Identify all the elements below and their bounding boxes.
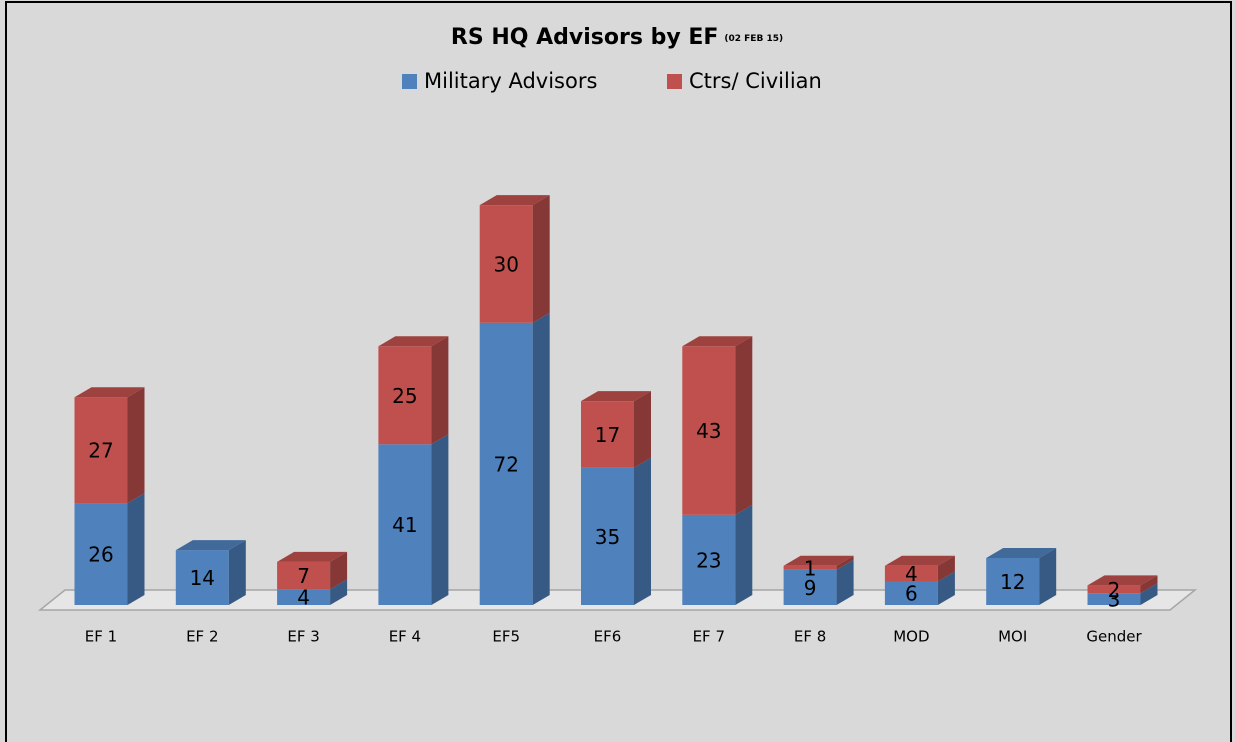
bar — [277, 589, 331, 605]
title: RS HQ Advisors by EF — [451, 25, 719, 50]
value-label: 4 — [297, 586, 310, 610]
value-label: 30 — [493, 252, 518, 276]
bar — [1087, 585, 1141, 594]
x-tick-label: MOI — [998, 628, 1027, 646]
bar-side — [1039, 547, 1057, 605]
bar — [884, 581, 938, 605]
x-tick-label: EF5 — [492, 628, 520, 646]
bar — [986, 557, 1040, 605]
bar-top — [1087, 575, 1158, 586]
value-label: 23 — [696, 548, 721, 572]
x-tick-label: MOD — [893, 628, 929, 646]
bar — [277, 561, 331, 590]
bar-side — [1140, 583, 1158, 605]
bar — [479, 322, 533, 605]
value-label: 12 — [1000, 570, 1025, 594]
bar-side — [431, 336, 449, 445]
bar-top — [175, 540, 246, 551]
bar-side — [937, 571, 955, 605]
value-label: 2 — [1108, 578, 1121, 602]
bar-side — [836, 555, 854, 570]
value-label: 1 — [804, 556, 817, 580]
bar-top — [682, 336, 753, 347]
x-tick-label: Gender — [1086, 628, 1142, 646]
chart-title: RS HQ Advisors by EF (02 FEB 15) — [451, 25, 783, 50]
bar — [175, 550, 229, 605]
bar-top — [581, 391, 651, 402]
value-label: 43 — [696, 419, 721, 443]
x-tick-label: EF 4 — [389, 628, 421, 646]
bar-side — [228, 540, 246, 605]
bar-top — [74, 387, 145, 398]
bar-side — [937, 555, 955, 582]
value-label: 7 — [297, 564, 310, 588]
bar — [378, 346, 432, 445]
bar-side — [634, 391, 651, 468]
bar-side — [836, 559, 854, 605]
bar-top — [986, 547, 1057, 558]
frame — [5, 1, 1232, 742]
bar-side — [431, 434, 449, 605]
value-label: 4 — [905, 562, 918, 586]
bar-side — [127, 387, 145, 504]
legend-swatch — [402, 74, 417, 89]
legend-label: Military Advisors — [424, 69, 597, 93]
value-label: 26 — [88, 543, 113, 567]
subtitle: (02 FEB 15) — [724, 34, 783, 44]
bar — [884, 565, 938, 582]
bar-side — [1140, 575, 1158, 594]
legend-label: Ctrs/ Civilian — [689, 69, 822, 93]
x-tick-label: EF 2 — [186, 628, 218, 646]
legend-swatch — [667, 74, 682, 89]
value-label: 14 — [190, 566, 215, 590]
bar-top — [479, 195, 550, 206]
x-tick-label: EF 3 — [287, 628, 319, 646]
bar — [74, 397, 128, 504]
bar — [682, 514, 736, 605]
value-label: 6 — [905, 582, 918, 606]
x-tick-label: EF6 — [594, 628, 622, 646]
bar — [783, 565, 837, 570]
x-tick-label: EF 7 — [693, 628, 725, 646]
bar-top — [783, 555, 854, 566]
bar — [74, 503, 128, 605]
bar-top — [378, 336, 449, 347]
bar — [581, 467, 634, 605]
bar-side — [532, 312, 550, 605]
bar-side — [127, 493, 145, 605]
bar-top — [884, 555, 955, 566]
bar — [581, 401, 634, 468]
bar-top — [277, 551, 348, 562]
value-label: 9 — [804, 576, 817, 600]
bar — [479, 205, 533, 323]
bar-side — [735, 336, 753, 515]
value-label: 27 — [88, 439, 113, 463]
bar-side — [735, 504, 753, 605]
bar-side — [330, 551, 348, 590]
value-label: 3 — [1108, 588, 1121, 612]
bar — [1087, 593, 1141, 605]
bar-side — [634, 457, 651, 605]
value-label: 35 — [595, 525, 620, 549]
bar-side — [330, 579, 348, 605]
value-label: 25 — [392, 384, 417, 408]
value-label: 72 — [493, 452, 518, 476]
value-label: 17 — [595, 423, 620, 447]
value-label: 41 — [392, 513, 417, 537]
bar — [378, 444, 432, 605]
bar — [783, 569, 837, 605]
x-tick-label: EF 1 — [85, 628, 117, 646]
bar-side — [532, 195, 550, 323]
bar — [682, 346, 736, 515]
x-tick-label: EF 8 — [794, 628, 826, 646]
